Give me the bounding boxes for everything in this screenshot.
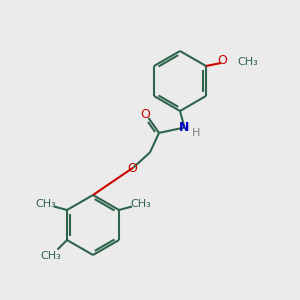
Text: H: H [192,128,200,138]
Text: CH₃: CH₃ [130,199,151,209]
Text: O: O [127,162,137,176]
Text: N: N [179,121,190,134]
Text: CH₃: CH₃ [35,199,56,209]
Text: CH₃: CH₃ [41,251,62,261]
Text: CH₃: CH₃ [238,56,258,67]
Text: O: O [141,108,150,121]
Text: O: O [218,54,227,67]
